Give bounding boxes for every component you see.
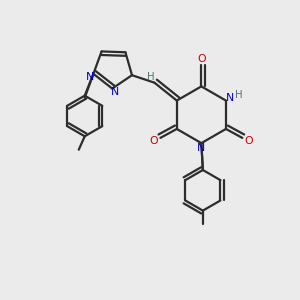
Text: N: N xyxy=(197,142,206,153)
Text: N: N xyxy=(226,93,235,103)
Text: N: N xyxy=(86,72,94,82)
Text: O: O xyxy=(149,136,158,146)
Text: N: N xyxy=(110,87,119,97)
Text: H: H xyxy=(235,90,242,100)
Text: O: O xyxy=(197,54,206,64)
Text: O: O xyxy=(244,136,253,146)
Text: H: H xyxy=(147,72,154,82)
